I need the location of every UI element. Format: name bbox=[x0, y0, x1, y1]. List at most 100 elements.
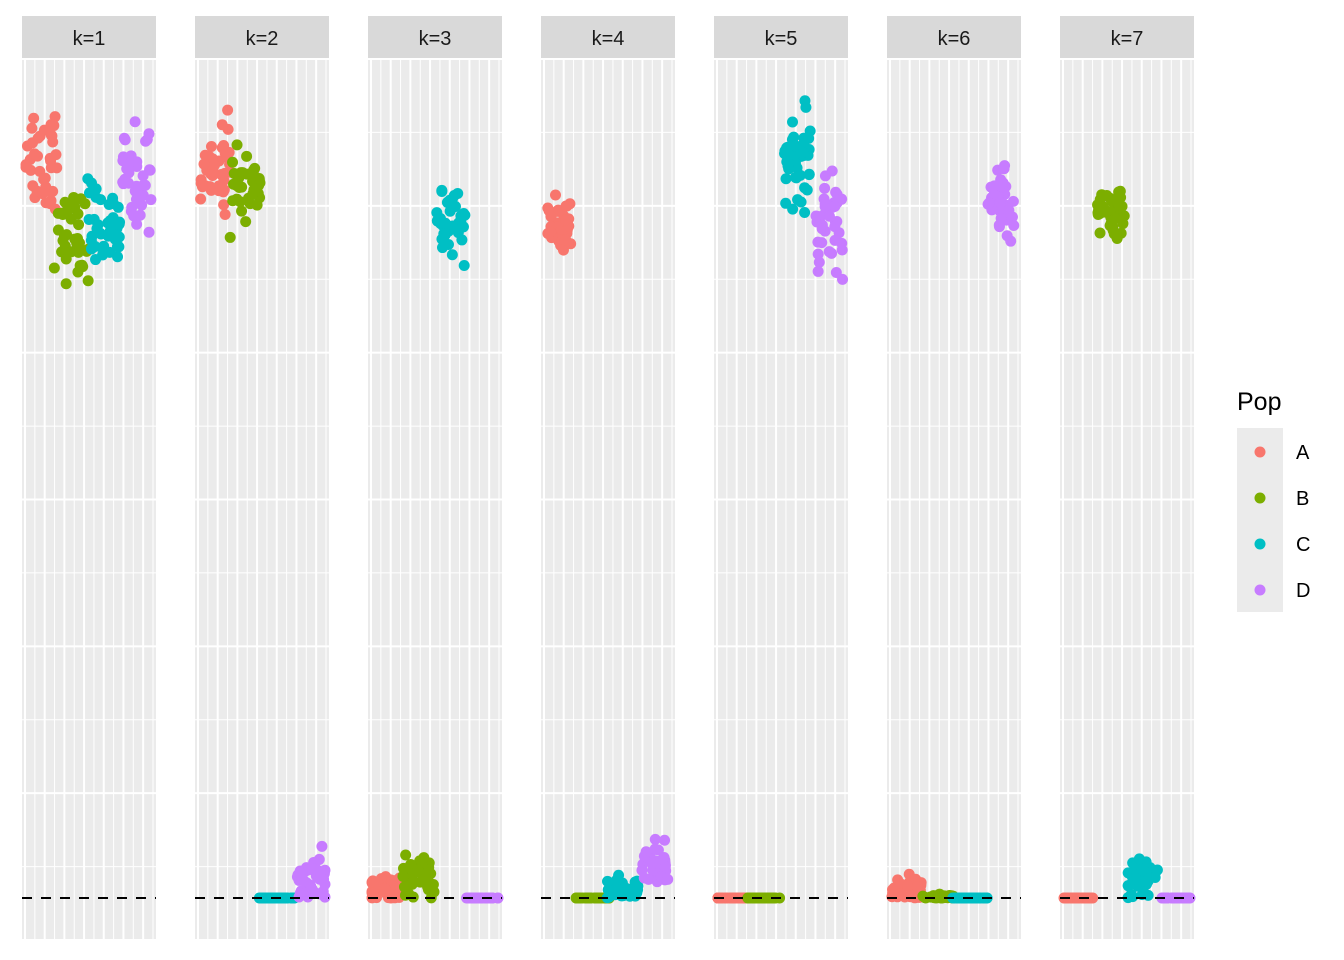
data-point bbox=[1109, 213, 1121, 225]
point-group-A bbox=[1058, 892, 1099, 904]
data-point bbox=[560, 234, 572, 246]
data-point bbox=[227, 156, 239, 168]
data-point bbox=[199, 180, 211, 192]
legend-title: Pop bbox=[1237, 388, 1281, 416]
data-point bbox=[240, 216, 252, 228]
data-point bbox=[61, 199, 73, 211]
data-point bbox=[419, 873, 431, 885]
legend-key-A bbox=[1254, 446, 1266, 458]
facet-strip-label: k=1 bbox=[73, 28, 106, 50]
data-point bbox=[131, 180, 143, 192]
data-point bbox=[1118, 210, 1130, 222]
data-point bbox=[44, 152, 56, 164]
data-point bbox=[787, 203, 799, 215]
facet-panel-4: k=4 bbox=[541, 16, 675, 941]
data-point bbox=[823, 210, 835, 222]
data-point bbox=[237, 167, 249, 179]
data-point bbox=[797, 147, 809, 159]
data-point bbox=[224, 231, 236, 243]
data-point bbox=[446, 249, 458, 261]
data-point bbox=[468, 892, 480, 904]
data-point bbox=[560, 214, 572, 226]
data-point bbox=[60, 278, 72, 290]
facet-panels: k=1 k=2 k=3 k=4 k=5 k=6 k=7 bbox=[20, 16, 1196, 941]
data-point bbox=[816, 237, 828, 249]
facet-strip bbox=[714, 16, 848, 59]
facet-strip-label: k=5 bbox=[765, 28, 798, 50]
data-point bbox=[137, 170, 149, 182]
data-point bbox=[316, 840, 328, 852]
data-point bbox=[26, 122, 38, 134]
data-point bbox=[813, 256, 825, 268]
legend-label-B: B bbox=[1296, 488, 1309, 510]
data-point bbox=[302, 864, 314, 876]
data-point bbox=[139, 179, 151, 191]
data-point bbox=[819, 182, 831, 194]
data-point bbox=[441, 196, 453, 208]
data-point bbox=[812, 265, 824, 277]
point-group-B bbox=[397, 849, 440, 904]
data-point bbox=[418, 852, 430, 864]
data-point bbox=[89, 240, 101, 252]
data-point bbox=[231, 193, 243, 205]
data-point bbox=[75, 244, 87, 256]
data-point bbox=[810, 210, 822, 222]
data-point bbox=[721, 892, 733, 904]
data-point bbox=[103, 198, 115, 210]
data-point bbox=[231, 180, 243, 192]
data-point bbox=[636, 864, 648, 876]
data-point bbox=[27, 180, 39, 192]
data-point bbox=[219, 209, 231, 221]
point-group-B bbox=[1092, 185, 1130, 245]
data-point bbox=[613, 885, 625, 897]
legend-key-B bbox=[1254, 492, 1266, 504]
data-point bbox=[39, 172, 51, 184]
legend-key-D bbox=[1254, 584, 1266, 596]
data-point bbox=[145, 194, 157, 206]
data-point bbox=[121, 163, 133, 175]
point-group-D bbox=[291, 840, 331, 903]
data-point bbox=[452, 227, 464, 239]
data-point bbox=[1100, 206, 1112, 218]
data-point bbox=[1125, 888, 1137, 900]
data-point bbox=[1005, 235, 1017, 247]
point-group-D bbox=[117, 116, 157, 238]
gridlines bbox=[887, 58, 1021, 941]
data-point bbox=[231, 139, 243, 151]
legend-key-C bbox=[1254, 538, 1266, 550]
point-group-A bbox=[366, 871, 406, 904]
data-point bbox=[216, 119, 228, 131]
data-point bbox=[1142, 889, 1154, 901]
facet-strip-label: k=6 bbox=[938, 28, 971, 50]
data-point bbox=[779, 145, 791, 157]
data-point bbox=[143, 128, 155, 140]
data-point bbox=[887, 887, 899, 899]
data-point bbox=[49, 111, 61, 123]
data-point bbox=[247, 188, 259, 200]
data-point bbox=[1113, 186, 1125, 198]
data-point bbox=[90, 183, 102, 195]
data-point bbox=[209, 159, 221, 171]
legend-label-A: A bbox=[1296, 442, 1310, 464]
data-point bbox=[28, 112, 40, 124]
data-point bbox=[134, 209, 146, 221]
data-point bbox=[74, 260, 86, 272]
data-point bbox=[649, 833, 661, 845]
data-point bbox=[199, 149, 211, 161]
facet-panel-3: k=3 bbox=[368, 16, 502, 941]
data-point bbox=[397, 870, 409, 882]
data-point bbox=[45, 129, 57, 141]
data-point bbox=[917, 890, 929, 902]
point-group-D bbox=[982, 160, 1020, 247]
data-point bbox=[836, 244, 848, 256]
data-point bbox=[412, 864, 424, 876]
data-point bbox=[29, 148, 41, 160]
facet-strip bbox=[368, 16, 502, 59]
data-point bbox=[1122, 880, 1134, 892]
facet-panel-6: k=6 bbox=[887, 16, 1021, 941]
data-point bbox=[241, 150, 253, 162]
data-point bbox=[764, 892, 776, 904]
data-point bbox=[826, 165, 838, 177]
data-point bbox=[1101, 190, 1113, 202]
data-point bbox=[812, 248, 824, 260]
